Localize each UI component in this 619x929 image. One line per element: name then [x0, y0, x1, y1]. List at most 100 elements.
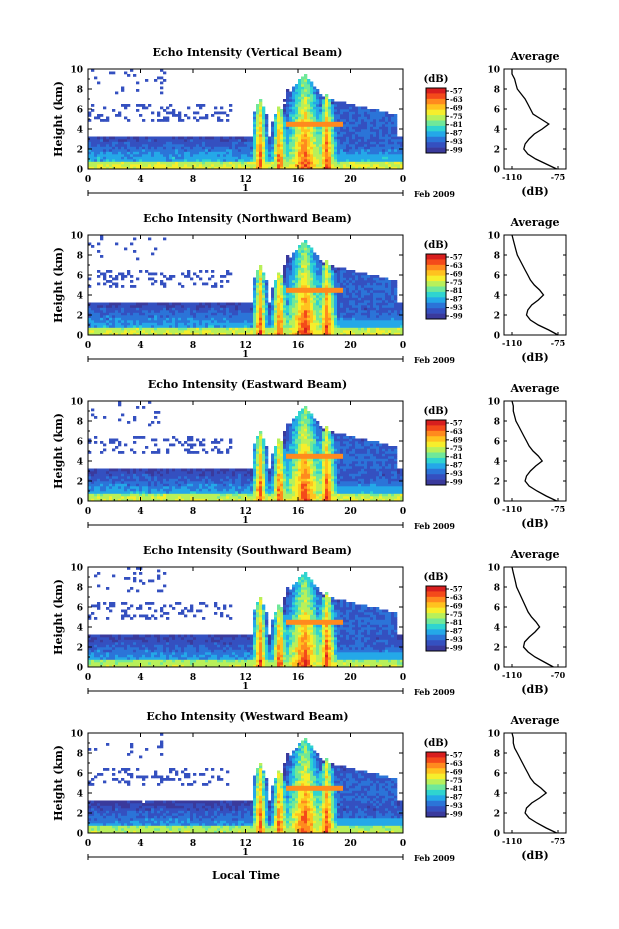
heatmap-cell	[163, 305, 167, 308]
heatmap-cell	[193, 166, 197, 170]
heatmap-cell	[370, 109, 374, 112]
heatmap-cell	[301, 305, 305, 308]
heatmap-cell	[301, 290, 305, 293]
heatmap-cell	[319, 136, 323, 140]
heatmap-cell	[301, 255, 305, 258]
heatmap-cell	[205, 114, 209, 117]
heatmap-cell	[313, 292, 317, 296]
heatmap-cell	[172, 146, 176, 150]
heatmap-cell	[208, 325, 212, 328]
heatmap-cell	[334, 129, 338, 132]
heatmap-cell	[100, 332, 104, 336]
heatmap-cell	[124, 312, 128, 316]
heatmap-cell	[106, 161, 110, 165]
heatmap-cell	[304, 81, 308, 85]
heatmap-cell	[106, 330, 110, 333]
y-axis-label: Height (km)	[52, 247, 65, 323]
heatmap-cell	[133, 496, 137, 499]
heatmap-cell	[163, 488, 167, 492]
heatmap-cell	[379, 295, 383, 298]
heatmap-cell	[133, 149, 137, 152]
heatmap-cell	[295, 159, 299, 162]
heatmap-cell	[88, 491, 92, 494]
heatmap-cell	[346, 109, 350, 112]
heatmap-cell	[361, 144, 365, 147]
heatmap-cell	[280, 315, 284, 318]
heatmap-cell	[250, 139, 254, 142]
heatmap-cell	[364, 109, 368, 112]
colorbar-tick-label: -63	[450, 95, 463, 104]
heatmap-cell	[319, 317, 323, 321]
heatmap-cell	[319, 265, 323, 268]
heatmap-cell	[256, 126, 260, 130]
heatmap-cell	[373, 295, 377, 298]
heatmap-cell	[385, 149, 389, 152]
heatmap-cell	[295, 96, 299, 100]
heatmap-cell	[364, 156, 368, 160]
heatmap-cell	[304, 154, 308, 157]
heatmap-cell	[340, 141, 344, 145]
heatmap-cell	[103, 154, 107, 157]
heatmap-cell	[190, 154, 194, 157]
colorbar-swatch	[426, 115, 446, 121]
heatmap-cell	[178, 114, 182, 117]
heatmap-cell	[292, 302, 296, 306]
heatmap-cell	[190, 149, 194, 152]
heatmap-cell	[328, 272, 332, 276]
heatmap-cell	[361, 320, 365, 323]
heatmap-cell	[160, 310, 164, 313]
heatmap-cell	[343, 129, 347, 132]
heatmap-cell	[373, 126, 377, 130]
heatmap-cell	[211, 315, 215, 318]
heatmap-cell	[337, 285, 341, 288]
heatmap-cell	[91, 151, 95, 155]
heatmap-cell	[286, 141, 290, 145]
heatmap-cell	[106, 327, 110, 331]
heatmap-cell	[97, 164, 101, 167]
heatmap-cell	[118, 164, 122, 167]
heatmap-cell	[292, 154, 296, 157]
heatmap-cell	[382, 325, 386, 328]
heatmap-cell	[106, 325, 110, 328]
heatmap-cell	[391, 166, 395, 170]
heatmap-cell	[103, 275, 107, 278]
heatmap-cell	[268, 159, 272, 162]
heatmap-cell	[316, 325, 320, 328]
heatmap-cell	[394, 300, 398, 303]
heatmap-cell	[133, 166, 137, 170]
heatmap-cell	[346, 111, 350, 115]
heatmap-cell	[97, 310, 101, 313]
heatmap-cell	[163, 159, 167, 162]
heatmap-cell	[361, 156, 365, 160]
heatmap-cell	[334, 280, 338, 283]
heatmap-cell	[109, 312, 113, 316]
heatmap-cell	[346, 332, 350, 336]
heatmap-cell	[133, 491, 137, 494]
heatmap-cell	[193, 111, 197, 115]
heatmap-cell	[172, 483, 176, 487]
date-label: Feb 2009	[414, 189, 455, 199]
heatmap-cell	[136, 89, 140, 92]
heatmap-cell	[334, 114, 338, 117]
heatmap-cell	[157, 491, 161, 494]
heatmap-cell	[301, 104, 305, 107]
heatmap-cell	[280, 156, 284, 160]
heatmap-cell	[196, 330, 200, 333]
heatmap-cell	[148, 164, 152, 167]
heatmap-cell	[130, 486, 134, 489]
heatmap-cell	[148, 141, 152, 145]
heatmap-cell	[286, 101, 290, 105]
heatmap-cell	[310, 94, 314, 97]
heatmap-cell	[262, 146, 266, 150]
heatmap-cell	[106, 332, 110, 336]
heatmap-cell	[337, 275, 341, 278]
heatmap-cell	[292, 104, 296, 107]
heatmap-cell	[346, 290, 350, 293]
heatmap-cell	[250, 141, 254, 145]
heatmap-cell	[169, 498, 173, 502]
heatmap-cell	[154, 320, 158, 323]
heatmap-cell	[355, 149, 359, 152]
heatmap-cell	[352, 159, 356, 162]
heatmap-cell	[103, 320, 107, 323]
heatmap-cell	[310, 292, 314, 296]
